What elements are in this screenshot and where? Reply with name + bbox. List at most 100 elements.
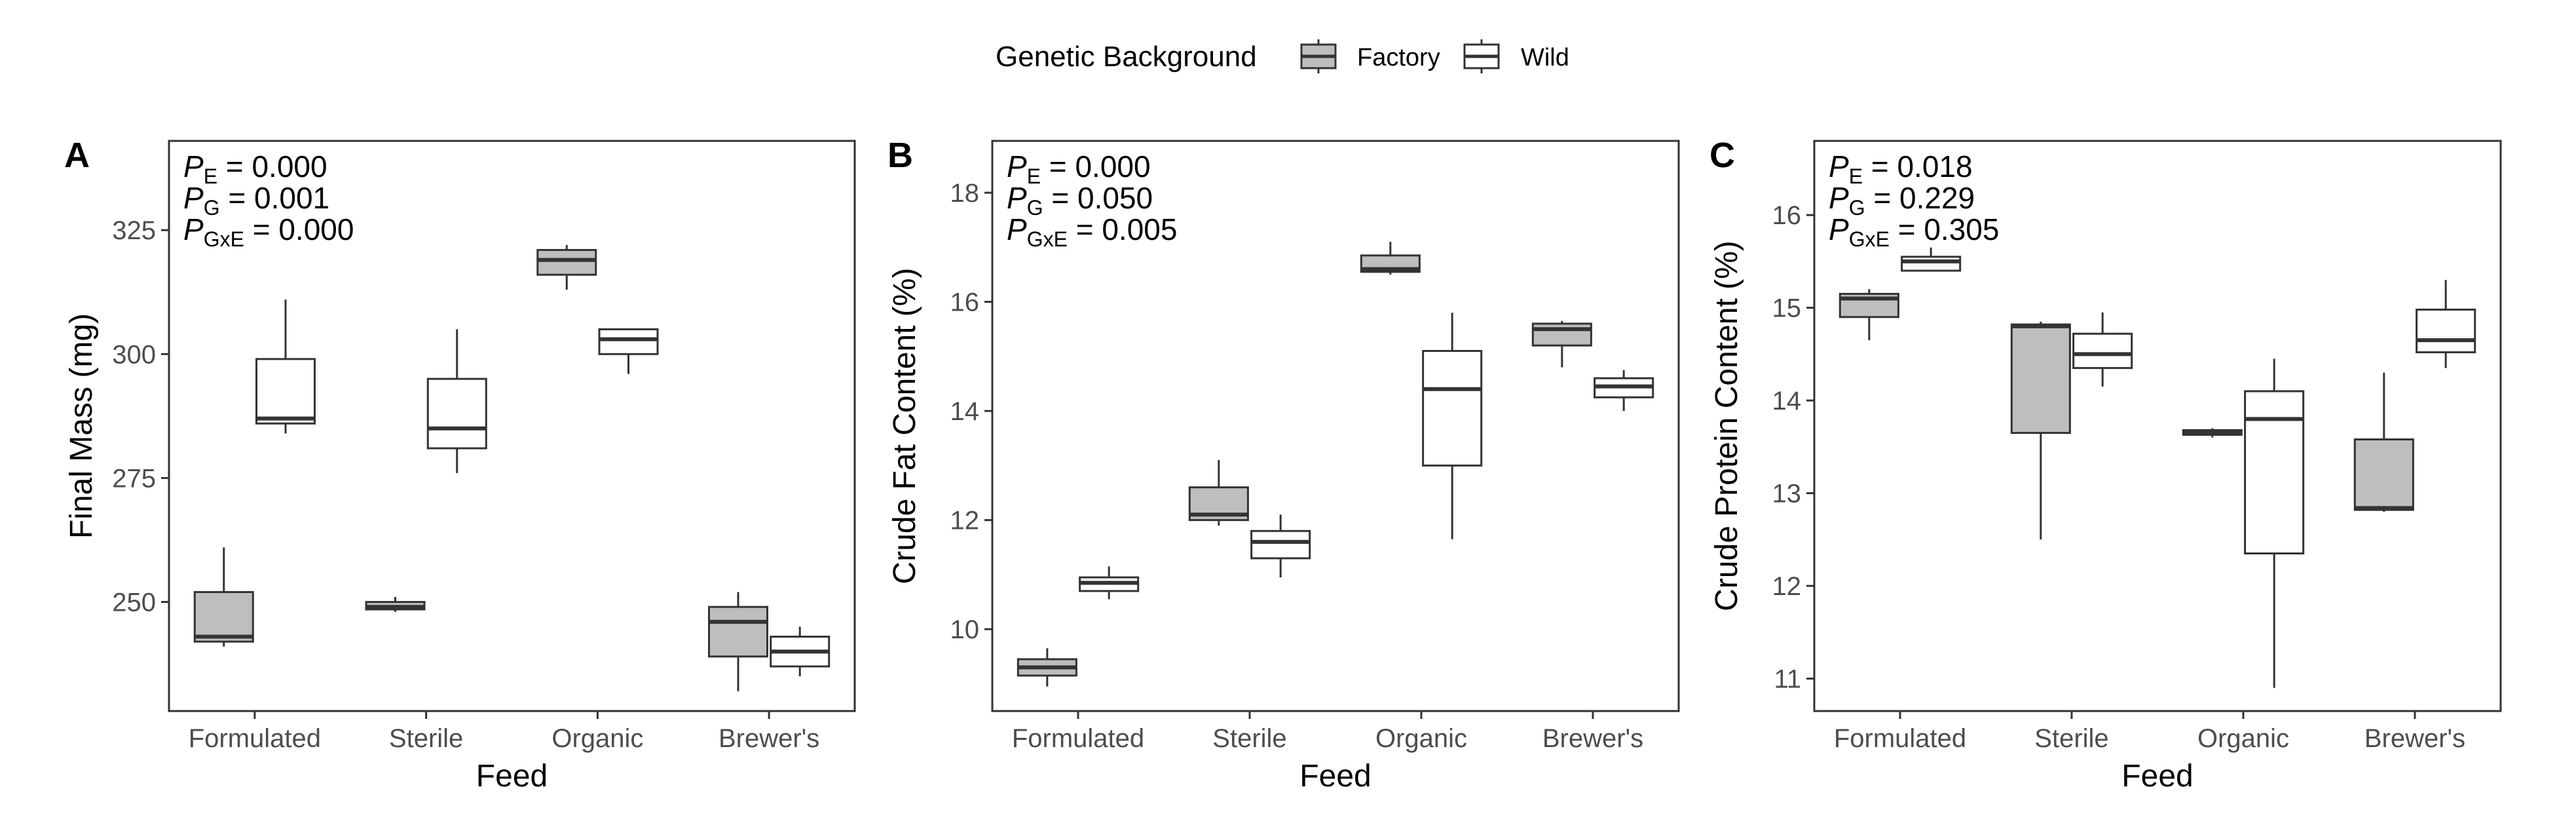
box-iqr xyxy=(2244,390,2305,555)
panel-c-series-wild xyxy=(1901,247,2476,688)
panel-c-box-wild-brewer-s xyxy=(2416,280,2476,368)
box-iqr xyxy=(1901,256,1962,272)
panel-b-box-factory-brewer-s xyxy=(1531,320,1592,368)
panel-a-box-factory-organic xyxy=(536,244,597,290)
panel-b-box-wild-sterile xyxy=(1250,514,1311,578)
panel-b-box-factory-sterile xyxy=(1188,460,1249,526)
panel-c: C 11 12 13 14 15 16 Formulated Sterile Organic Bre… xyxy=(1709,136,2502,794)
panel-c-ytick-label: 12 xyxy=(1772,572,1802,601)
panel-b-box-wild-brewer-s xyxy=(1594,370,1654,412)
panel-c-series-factory xyxy=(1839,289,2414,540)
panel-b: B 10 12 14 16 18 Formulated Sterile Organic Brewe… xyxy=(887,136,1680,794)
panel-c-letter: C xyxy=(1709,136,1735,175)
panel-c-plot-frame xyxy=(1813,140,2502,712)
panel-b-plot-frame xyxy=(991,140,1680,712)
panel-b-pvalue-gxe: PGxE = 0.005 xyxy=(1007,212,1177,251)
panel-b-box-wild-organic xyxy=(1422,313,1483,539)
panel-c-y-axis-title: Crude Protein Content (%) xyxy=(1709,241,1744,611)
panel-c-box-factory-organic xyxy=(2182,428,2243,438)
panel-b-ytick-label: 16 xyxy=(950,288,980,317)
box-iqr xyxy=(536,248,597,276)
legend-key-factory xyxy=(1300,39,1337,73)
panel-c-xtick-label-sterile: Sterile xyxy=(2034,724,2108,753)
box-iqr xyxy=(255,358,316,425)
panel-c-box-wild-organic xyxy=(2244,358,2305,688)
panel-a-box-factory-sterile xyxy=(365,597,426,612)
panel-a-xtick-label-brewer-s: Brewer's xyxy=(719,724,819,753)
panel-c-x-axis-title: Feed xyxy=(2121,759,2193,794)
box-iqr xyxy=(1531,322,1592,347)
panel-a-xtick-label-sterile: Sterile xyxy=(389,724,463,753)
box-iqr xyxy=(2072,332,2133,370)
panel-c-xtick-label-formulated: Formulated xyxy=(1834,724,1966,753)
panel-a-series-wild xyxy=(255,299,831,677)
box-iqr xyxy=(598,328,659,355)
panel-a-xtick-label-formulated: Formulated xyxy=(189,724,321,753)
legend-title: Genetic Background xyxy=(996,41,1257,73)
panel-b-box-factory-organic xyxy=(1360,242,1421,275)
panel-a-ytick-label: 325 xyxy=(112,216,156,245)
panel-a-xtick-label-organic: Organic xyxy=(551,724,643,753)
panel-a-letter: A xyxy=(64,136,90,175)
box-iqr xyxy=(193,590,254,643)
box-iqr xyxy=(1250,530,1311,560)
panel-a-ytick-label: 275 xyxy=(112,464,156,493)
panel-c-ytick-label: 15 xyxy=(1772,294,1802,323)
panel-a-box-factory-formulated xyxy=(193,547,254,647)
panel-b-xtick-label-brewer-s: Brewer's xyxy=(1542,724,1643,753)
panel-c-xtick-label-brewer-s: Brewer's xyxy=(2364,724,2465,753)
legend-key-wild xyxy=(1463,39,1500,73)
box-iqr xyxy=(708,606,769,658)
panel-c-ytick-label: 13 xyxy=(1772,480,1802,509)
legend-label-factory: Factory xyxy=(1357,44,1440,71)
panel-a-pvalue-e: PE = 0.000 xyxy=(183,149,327,188)
panel-a-plot-frame xyxy=(168,140,856,712)
panel-b-series-factory xyxy=(1017,242,1592,687)
panel-b-y-axis-title: Crude Fat Content (%) xyxy=(887,268,922,585)
panel-a-ytick-label: 250 xyxy=(112,588,156,617)
panel-c-pvalue-g: PG = 0.229 xyxy=(1829,181,1975,220)
panel-a-x-axis-title: Feed xyxy=(476,759,548,794)
panel-a: A 250 275 300 325 Formulated Sterile Organic Bre… xyxy=(64,136,856,794)
panel-a-box-wild-organic xyxy=(598,328,659,374)
panel-c-ytick-label: 16 xyxy=(1772,201,1802,230)
panel-c-ytick-label: 14 xyxy=(1772,387,1802,415)
panel-c-box-factory-brewer-s xyxy=(2353,372,2414,512)
panel-b-box-factory-formulated xyxy=(1017,648,1077,687)
panel-a-box-factory-brewer-s xyxy=(708,592,769,691)
panel-c-box-wild-sterile xyxy=(2072,312,2133,387)
box-iqr xyxy=(2010,323,2071,434)
panel-a-y-axis-title: Final Mass (mg) xyxy=(64,313,99,539)
panel-a-pvalue-g: PG = 0.001 xyxy=(183,181,329,220)
legend-label-wild: Wild xyxy=(1521,44,1569,71)
box-iqr xyxy=(2353,438,2414,511)
box-iqr xyxy=(426,377,487,450)
panel-a-ytick-label: 300 xyxy=(112,340,156,369)
box-iqr xyxy=(1422,350,1483,467)
panel-b-ytick-label: 18 xyxy=(950,179,980,208)
panel-a-box-wild-formulated xyxy=(255,299,316,434)
panel-a-box-wild-brewer-s xyxy=(770,627,831,677)
panel-a-box-wild-sterile xyxy=(426,329,487,473)
panel-c-box-factory-formulated xyxy=(1839,289,1899,341)
panel-b-box-wild-formulated xyxy=(1079,566,1140,600)
panel-c-pvalue-gxe: PGxE = 0.305 xyxy=(1829,212,1999,251)
legend: Genetic Background Factory Wild xyxy=(996,39,1569,73)
panel-c-pvalue-e: PE = 0.018 xyxy=(1829,149,1973,188)
panel-c-box-factory-sterile xyxy=(2010,321,2071,540)
panel-b-x-axis-title: Feed xyxy=(1299,759,1371,794)
panel-b-letter: B xyxy=(887,136,913,175)
panel-b-ytick-label: 10 xyxy=(950,615,980,644)
box-iqr xyxy=(2416,308,2476,354)
panel-b-xtick-label-formulated: Formulated xyxy=(1012,724,1144,753)
panel-b-pvalue-g: PG = 0.050 xyxy=(1007,181,1153,220)
panel-b-ytick-label: 14 xyxy=(950,397,980,426)
panel-b-ytick-label: 12 xyxy=(950,507,980,535)
panel-b-series-wild xyxy=(1079,313,1654,600)
panel-a-series-factory xyxy=(193,244,769,691)
panel-b-pvalue-e: PE = 0.000 xyxy=(1007,149,1151,188)
panel-a-pvalue-gxe: PGxE = 0.000 xyxy=(183,212,354,251)
panel-c-ytick-label: 11 xyxy=(1774,665,1801,693)
panel-c-xtick-label-organic: Organic xyxy=(2197,724,2289,753)
